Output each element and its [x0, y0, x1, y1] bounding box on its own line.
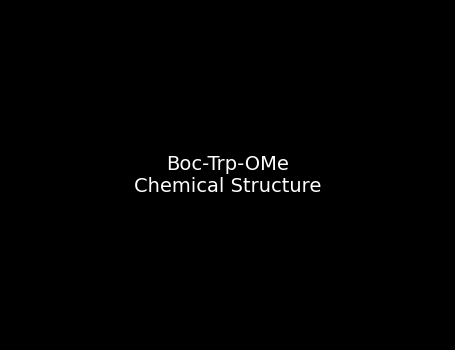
Text: Boc-Trp-OMe
Chemical Structure: Boc-Trp-OMe Chemical Structure	[134, 154, 321, 196]
